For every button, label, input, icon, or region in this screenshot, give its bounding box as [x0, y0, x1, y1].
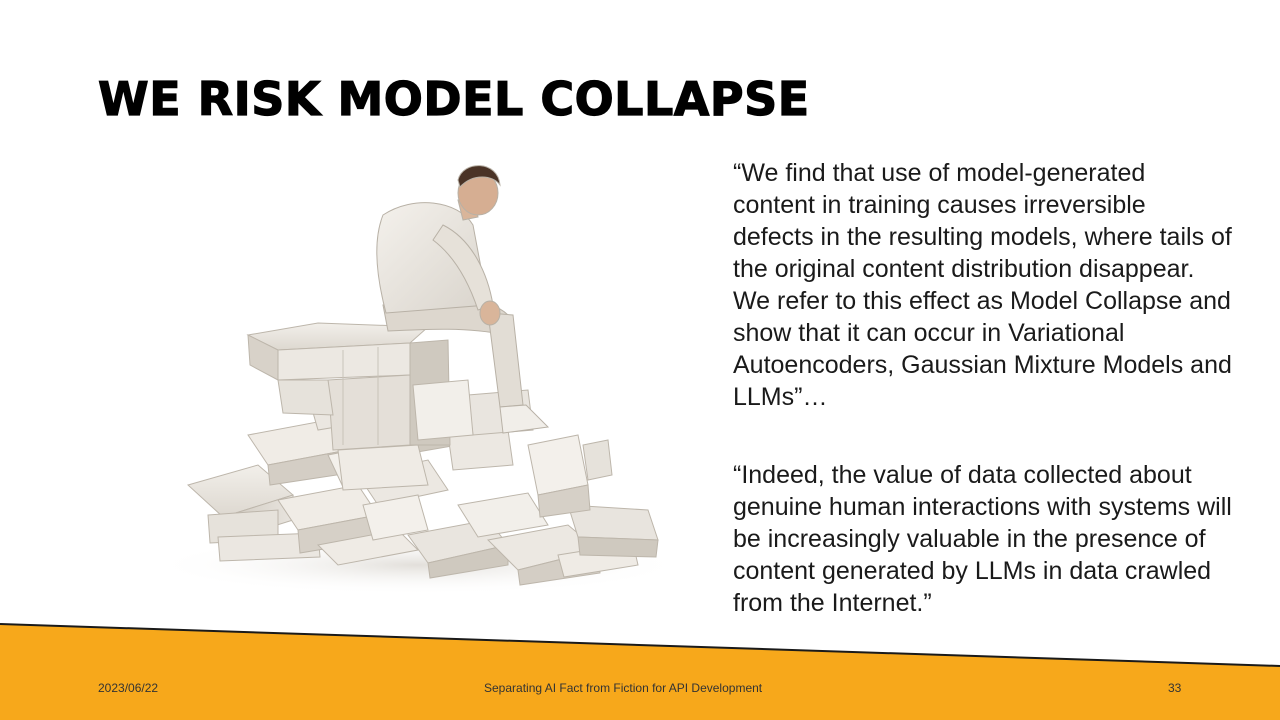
- quotes-column: “We find that use of model-generated con…: [733, 157, 1233, 619]
- seated-man: [376, 165, 550, 434]
- footer-date: 2023/06/22: [98, 681, 159, 695]
- illustration-man-on-blocks: [148, 165, 688, 595]
- footer-page-number: 33: [1168, 681, 1182, 695]
- block-tower: [246, 322, 474, 491]
- footer-divider-line: [0, 623, 1280, 667]
- slide-title: WE RISK MODEL COLLAPSE: [97, 72, 810, 126]
- quote-model-collapse: “We find that use of model-generated con…: [733, 159, 1232, 411]
- quote-human-data-value: “Indeed, the value of data collected abo…: [733, 461, 1232, 617]
- footer-presentation-title: Separating AI Fact from Fiction for API …: [484, 681, 763, 695]
- footer-accent-shape: [0, 624, 1280, 720]
